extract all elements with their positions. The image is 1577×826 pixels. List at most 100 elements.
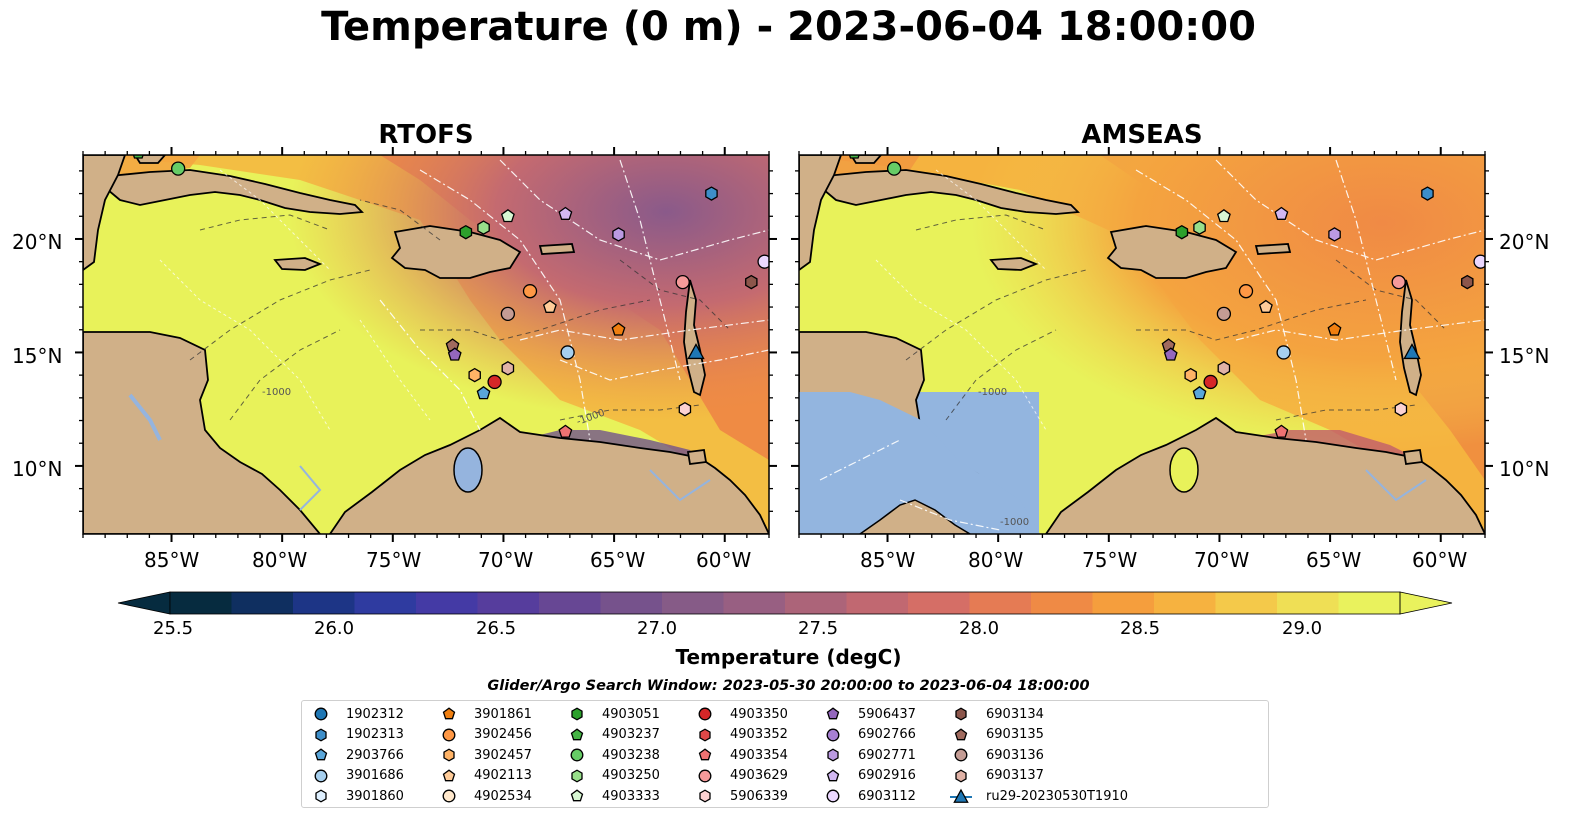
legend-marker-icon	[443, 748, 455, 762]
legend-marker	[442, 769, 456, 782]
float-marker-3902456	[1238, 284, 1254, 299]
legend-label: 4903352	[730, 727, 788, 743]
legend-marker-icon	[571, 769, 583, 783]
float-marker-3902457	[1184, 367, 1197, 383]
legend-label: 2903766	[346, 747, 404, 763]
legend-marker	[570, 789, 584, 802]
lon-tick-label: 70°W	[1194, 548, 1250, 572]
legend-label: 4903629	[730, 768, 788, 784]
legend-label: 6903112	[858, 788, 916, 804]
colorbar-tick-label: 29.0	[1282, 618, 1323, 639]
colorbar-tick-label: 26.0	[314, 618, 355, 639]
float-marker-ru29-20230530T1910	[687, 343, 705, 360]
colorbar-segment	[539, 592, 601, 614]
legend-item: 4903350	[694, 704, 788, 724]
legend-marker	[826, 707, 840, 720]
legend-item: 4903237	[566, 725, 660, 745]
colorbar-segment	[231, 592, 294, 614]
float-marker-6903134	[745, 274, 758, 290]
legend-item: 5906437	[822, 704, 916, 724]
float-marker-4903629	[1391, 274, 1406, 290]
legend-marker-icon	[442, 728, 456, 742]
float-marker-6903136	[1216, 306, 1232, 322]
legend-label: 4903238	[602, 747, 660, 763]
colorbar-tick-label: 27.5	[798, 618, 839, 639]
legend-label: 4903354	[730, 747, 788, 763]
legend-marker-icon	[954, 727, 968, 740]
float-marker-4902113	[542, 299, 557, 313]
lon-tick-label: 70°W	[478, 548, 534, 572]
legend-label: 6903137	[986, 768, 1044, 784]
legend-marker	[955, 707, 967, 721]
colorbar-tick-label: 28.0	[959, 618, 1000, 639]
colorbar-segment	[1154, 592, 1216, 614]
legend-marker	[314, 707, 328, 721]
lon-tick-label: 80°W	[252, 548, 308, 572]
lat-tick-label: 10°N	[12, 457, 63, 481]
float-marker-3901686	[1276, 345, 1291, 360]
float-marker-4903250	[477, 220, 490, 235]
float-marker-3902456	[522, 284, 538, 299]
float-marker-6903137	[501, 361, 515, 376]
legend-item: 4903238	[566, 745, 660, 765]
float-marker-2903766	[1192, 385, 1207, 400]
legend-label: ru29-20230530T1910	[986, 788, 1129, 804]
legend-marker	[699, 789, 711, 803]
float-marker-5906437	[1163, 347, 1178, 361]
legend-label: 6902766	[858, 727, 916, 743]
float-marker-4903238	[171, 161, 186, 176]
float-marker-1902313	[705, 186, 718, 201]
amseas-markers	[848, 155, 1485, 438]
legend-label: 1902313	[346, 727, 404, 743]
float-marker-4903350	[487, 374, 502, 390]
legend-marker-icon	[699, 728, 711, 742]
float-marker-3901861	[1327, 322, 1342, 336]
legend-marker	[314, 769, 328, 783]
colorbar-segment	[354, 592, 417, 614]
float-marker-4903051	[459, 224, 473, 240]
legend-label: 4903237	[602, 727, 660, 743]
colorbar	[117, 591, 1453, 615]
float-marker-6903137	[1217, 361, 1231, 376]
colorbar-segment	[293, 592, 355, 614]
legend-marker-icon	[571, 707, 583, 721]
float-marker-3901686	[560, 345, 575, 360]
legend-item: 4903051	[566, 704, 660, 724]
lat-tick-label: 15°N	[1499, 344, 1550, 368]
colorbar-border	[169, 591, 1401, 615]
float-marker-6903136	[500, 306, 516, 322]
colorbar-tick-label: 25.5	[153, 618, 194, 639]
colorbar-tick-label: 26.5	[476, 618, 517, 639]
legend-marker-icon	[950, 789, 972, 804]
legend-item: 6902916	[822, 766, 916, 786]
legend-label: 5906437	[858, 706, 916, 722]
legend-marker	[315, 728, 327, 742]
float-marker-4903250	[1193, 220, 1206, 235]
legend-label: 6903136	[986, 747, 1044, 763]
colorbar-extend-high	[1399, 591, 1453, 615]
colorbar-label: Temperature (degC)	[675, 645, 902, 669]
colorbar-tick-label: 28.5	[1120, 618, 1161, 639]
axis-ticks	[75, 147, 1493, 542]
legend-marker	[826, 769, 840, 782]
legend-item: 1902312	[310, 704, 404, 724]
lon-tick-label: 60°W	[696, 548, 752, 572]
lat-tick-label: 10°N	[1499, 457, 1550, 481]
legend-item: 1902313	[310, 725, 404, 745]
float-marker-2903766	[476, 385, 491, 400]
lon-tick-label: 75°W	[366, 548, 422, 572]
legend-label: 3901686	[346, 768, 404, 784]
colorbar-segment	[600, 592, 663, 614]
legend-marker-icon	[826, 707, 840, 720]
legend-label: 6902916	[858, 768, 916, 784]
legend-item: 6902771	[822, 745, 916, 765]
contour-label: -1000	[1000, 517, 1029, 528]
legend: 1902312 1902313 2903766 3901686 3901860 39018…	[301, 700, 1269, 808]
float-marker-5906437	[447, 347, 462, 361]
legend-marker-icon	[954, 748, 968, 762]
lon-tick-label: 85°W	[860, 548, 916, 572]
float-marker-4903051	[1175, 224, 1189, 240]
legend-marker-icon	[570, 748, 584, 762]
legend-marker-icon	[699, 789, 711, 803]
legend-item: 6903135	[950, 725, 1044, 745]
